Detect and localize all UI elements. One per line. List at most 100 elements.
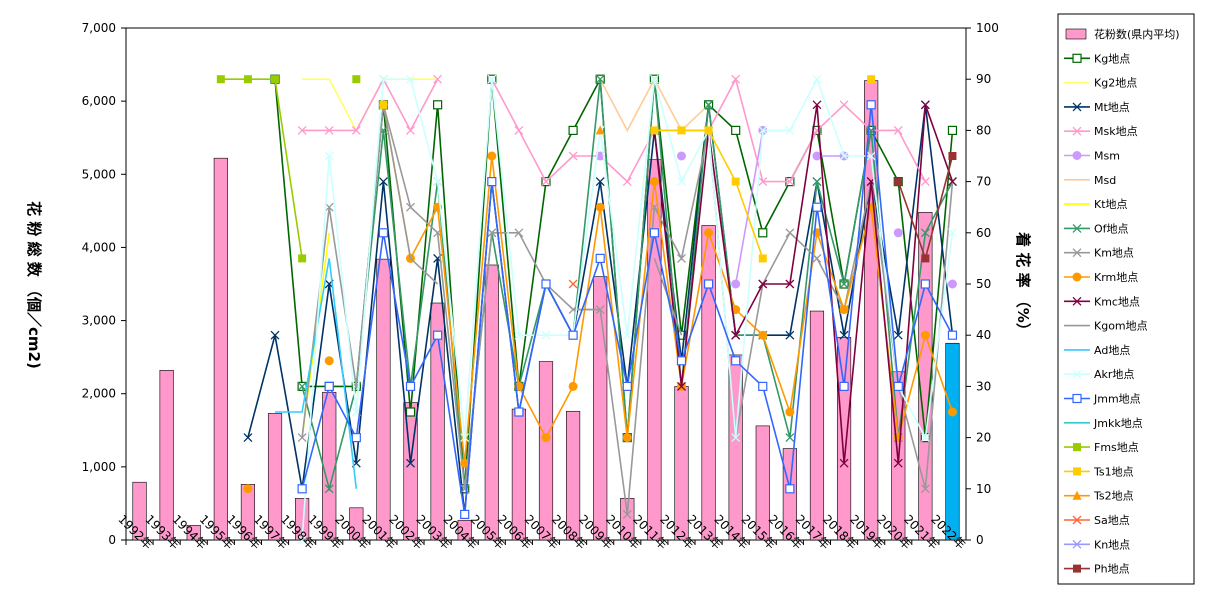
legend-item-Of地点: Of地点 [1064,222,1129,235]
point-Msk地点-2021年 [920,177,930,187]
point-Of地点-2016年 [785,433,795,443]
legend-item-Krm地点: Krm地点 [1064,271,1138,284]
point-Kmc地点-2015年 [758,279,768,289]
point-Sa地点-2008年 [568,279,578,289]
left-tick-label: 2,000 [82,387,116,401]
point-Ts1地点-2019年 [867,75,876,84]
point-Kg地点-2003年 [433,100,443,110]
legend-item-Sa地点: Sa地点 [1064,514,1130,527]
left-tick-label: 3,000 [82,314,116,328]
legend-marker [1072,248,1082,258]
bar-2018年 [836,337,852,541]
point-Msm-2022年 [947,279,957,289]
point-Fms地点-1995年 [216,75,225,84]
point-Jmm地点-2006年 [514,407,524,417]
point-Ts1地点-2001年 [379,100,388,109]
right-axis-title-text: 着 花 率 （%） [1014,231,1032,338]
point-Ph地点-2021年 [921,254,930,263]
legend-marker [1072,102,1082,112]
point-Jmm地点-2009年 [595,253,605,263]
point-Kg地点-2014年 [731,125,741,136]
point-Jmm地点-1998年 [297,484,307,494]
point-Msk地点-2020年 [893,125,903,135]
point-Jmm地点-2008年 [568,330,578,340]
bar-2016年 [782,448,797,541]
point-Akr地点-2002年 [406,74,415,84]
legend-label: Ts2地点 [1093,490,1134,503]
point-Jmm地点-2004年 [460,509,470,519]
point-Krm地点-2014年 [731,305,741,315]
point-Jmm地点-2012年 [676,356,687,366]
point-Kmc地点-2018年 [839,458,849,468]
left-axis-title: 花 粉 総 数 （個／cm2) [25,201,43,369]
point-Krm地点-2015年 [758,330,768,340]
point-Msk地点-2007年 [541,177,551,187]
legend-item-Kg2地点: Kg2地点 [1064,77,1137,90]
point-Krm地点-2009年 [595,202,605,212]
point-Krm地点-1996年 [243,484,253,494]
point-Km地点-2006年 [514,228,524,238]
legend-label: Jmm地点 [1093,393,1141,406]
legend-swatch [1065,28,1087,40]
right-tick-label: 10 [976,482,991,496]
point-Km地点-2002年 [406,202,415,212]
point-Krm地点-1999年 [324,356,334,366]
line-path-Kmc地点 [653,104,954,464]
point-Of地点-2018年 [839,279,849,289]
point-Jmm地点-2015年 [758,381,768,391]
point-Mt地点-2001年 [378,177,388,187]
point-Krm地点-2011年 [649,177,659,187]
point-Km地点-2016年 [785,228,795,238]
legend-item-Kgom地点: Kgom地点 [1064,320,1148,333]
point-Kmc地点-2014年 [731,330,741,340]
point-Msk地点-2018年 [839,100,849,110]
bar-2022年 [945,342,960,541]
bar-2004年 [457,519,472,541]
legend-label: 花粉数(県内平均) [1094,27,1180,41]
legend-label: Msk地点 [1094,125,1138,138]
point-Akr地点-2018年 [839,151,849,161]
legend-marker [1072,126,1082,136]
legend-label: Kmc地点 [1094,295,1140,308]
point-Km地点-2005年 [487,228,497,238]
line-series-Sa地点 [568,279,578,289]
legend-label: Kt地点 [1094,198,1128,211]
point-Akr地点-2001年 [378,74,388,84]
bar-2000年 [349,507,364,541]
bar-1999年 [322,391,337,541]
point-Akr地点-2021年 [920,433,930,443]
bar-2007年 [538,361,554,541]
point-Akr地点-2007年 [541,330,551,340]
point-Mt地点-2020年 [893,330,903,340]
legend-label: Ph地点 [1094,563,1130,576]
legend-marker [1072,223,1082,233]
point-Ts2地点-2009年 [595,125,605,135]
point-Msm-2012年 [676,151,686,161]
point-Msk地点-2000年 [351,125,361,135]
point-Mt地点-2016年 [785,330,795,340]
point-Akr地点-2015年 [758,125,768,135]
point-Msk地点-2015年 [758,177,768,187]
legend-item-Kn地点: Kn地点 [1064,538,1130,551]
point-Of地点-2017年 [812,177,822,187]
point-Msk地点-1998年 [297,125,307,135]
legend-marker [1072,369,1082,379]
legend-marker [1073,467,1081,476]
line-series-Ts2地点 [595,125,605,135]
left-tick-label: 7,000 [82,21,116,35]
legend-item-Msd: Msd [1064,174,1116,187]
right-tick-label: 20 [976,431,991,445]
legend-item-花粉数(県内平均): 花粉数(県内平均) [1065,27,1180,41]
legend-item-Ts1地点: Ts1地点 [1064,465,1134,478]
legend-item-Kt地点: Kt地点 [1064,198,1128,211]
legend-label: Kgom地点 [1094,320,1148,333]
legend-label: Fms地点 [1094,441,1139,454]
point-Kmc地点-2012年 [677,381,686,391]
point-Kmc地点-2020年 [893,458,903,468]
point-Msk地点-2008年 [568,151,578,161]
point-Msk地点-1999年 [324,125,334,135]
point-Kg地点-2015年 [758,228,768,238]
point-Kmc地点-2022年 [947,177,957,187]
point-Msm-2017年 [812,151,822,161]
point-Jmm地点-2000年 [351,433,361,443]
